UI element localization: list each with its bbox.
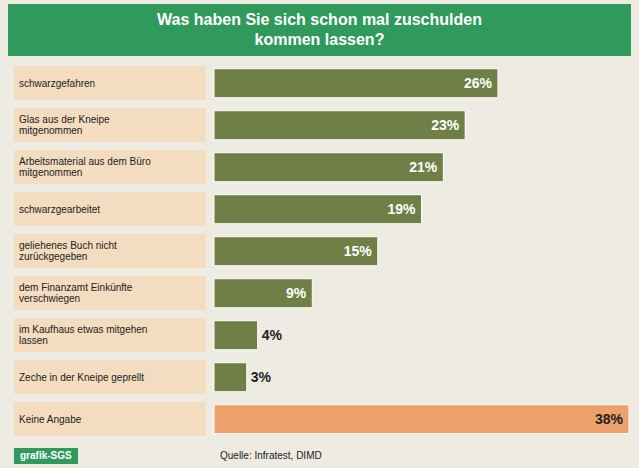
svg-text:Arbeitsmaterial aus dem Büro: Arbeitsmaterial aus dem Büro bbox=[19, 156, 151, 167]
svg-text:4%: 4% bbox=[262, 327, 283, 343]
svg-text:21%: 21% bbox=[409, 159, 438, 175]
html-text:Was haben Sie sich schon mal z: Was haben Sie sich schon mal zuschulden … bbox=[157, 11, 482, 48]
svg-text:dem Finanzamt Einkünfte: dem Finanzamt Einkünfte bbox=[19, 282, 133, 293]
svg-text:Glas aus der Kneipe: Glas aus der Kneipe bbox=[19, 114, 110, 125]
html-text:grafik-SGS: grafik-SGS bbox=[20, 450, 72, 461]
svg-text:im Kaufhaus etwas mitgehen: im Kaufhaus etwas mitgehen bbox=[19, 324, 147, 335]
svg-text:schwarzgearbeitet: schwarzgearbeitet bbox=[19, 204, 100, 215]
svg-text:9%: 9% bbox=[286, 285, 307, 301]
svg-text:Keine Angabe: Keine Angabe bbox=[19, 414, 82, 425]
svg-text:mitgenommen: mitgenommen bbox=[19, 125, 82, 136]
svg-text:lassen: lassen bbox=[19, 335, 48, 346]
svg-text:geliehenes Buch nicht: geliehenes Buch nicht bbox=[19, 240, 117, 251]
svg-text:verschwiegen: verschwiegen bbox=[19, 293, 80, 304]
svg-text:15%: 15% bbox=[344, 243, 373, 259]
svg-text:23%: 23% bbox=[431, 117, 460, 133]
svg-text:26%: 26% bbox=[464, 75, 493, 91]
svg-text:19%: 19% bbox=[387, 201, 416, 217]
svg-text:mitgenommen: mitgenommen bbox=[19, 167, 82, 178]
svg-text:3%: 3% bbox=[251, 369, 272, 385]
html-text:Quelle: Infratest, DIMD: Quelle: Infratest, DIMD bbox=[220, 450, 322, 461]
svg-text:38%: 38% bbox=[595, 411, 624, 427]
svg-text:Zeche in der Kneipe geprellt: Zeche in der Kneipe geprellt bbox=[19, 372, 144, 383]
svg-text:schwarzgefahren: schwarzgefahren bbox=[19, 78, 95, 89]
svg-text:zurückgegeben: zurückgegeben bbox=[19, 251, 87, 262]
